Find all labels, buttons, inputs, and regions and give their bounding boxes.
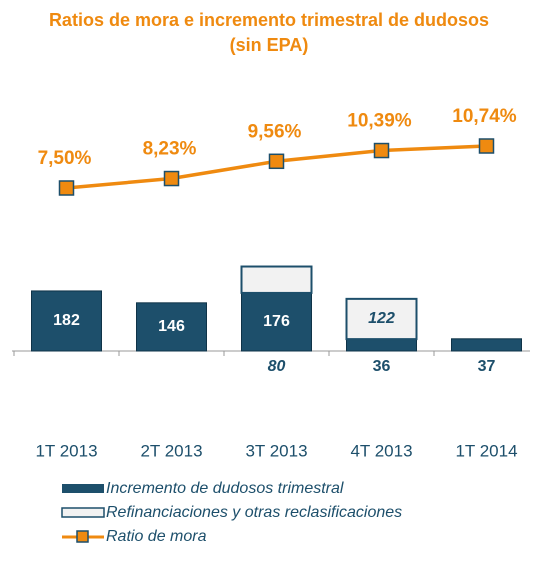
bar [136,302,207,352]
legend-label: Ratio de mora [106,528,207,545]
marker [373,142,390,159]
chart-title: Ratios de mora e incremento trimestral d… [48,10,490,55]
marker [478,138,495,154]
data-label: 176 [263,313,290,330]
x-tick-label: 1T 2014 [455,441,517,460]
data-label: 8,23% [143,139,197,160]
bar [240,265,313,294]
data-label: 182 [53,312,80,329]
x-tick-label: 4T 2013 [350,441,412,460]
legend-label: Incremento de dudosos trimestral [106,480,344,497]
legend: Incremento de dudosos trimestral Refinan… [61,480,402,545]
x-tick-label: 3T 2013 [245,441,307,460]
bar [451,338,522,352]
legend-swatch [61,507,105,518]
bar [345,297,418,341]
data-label: 146 [158,318,185,335]
data-label: 122 [368,310,395,327]
x-tick-label: 2T 2013 [140,441,202,460]
x-tick-label: 1T 2013 [35,441,97,460]
data-label: 7,50% [38,148,92,169]
marker [268,153,285,170]
data-label: 10,74% [452,106,517,127]
bar [346,338,417,352]
bar [31,290,102,352]
legend-label: Refinanciaciones y otras reclasificacion… [106,504,402,521]
marker [163,170,180,187]
data-label: 80 [268,358,286,375]
data-label: 10,39% [347,111,412,132]
marker [58,180,75,196]
data-label: 36 [373,358,391,375]
data-label: 37 [478,358,496,375]
legend-swatch [76,530,89,543]
legend-swatch [62,484,104,493]
data-label: 9,56% [248,121,302,142]
